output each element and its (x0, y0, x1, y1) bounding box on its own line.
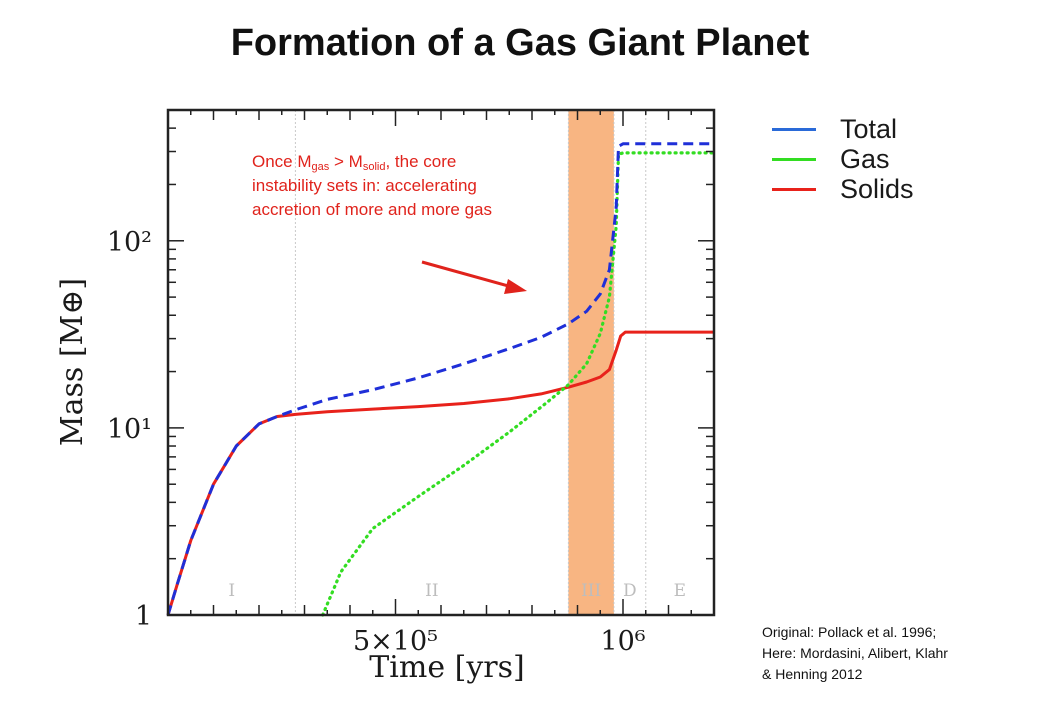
y-tick-label-10: 10¹ (107, 414, 152, 445)
phase-label-d: D (623, 581, 637, 601)
legend-swatch-solids (772, 187, 816, 191)
annotation-arrow-head (504, 279, 527, 294)
legend-item-gas: Gas (772, 144, 914, 174)
legend-swatch-gas (772, 157, 816, 161)
annotation-prefix: Once M (252, 152, 312, 171)
series-line-solids (166, 330, 714, 616)
source-line-3: & Henning 2012 (762, 666, 863, 682)
y-tick-labels: 1 10¹ 10² (107, 227, 152, 632)
source-line-1: Original: Pollack et al. 1996; (762, 624, 937, 640)
legend-swatch-total (772, 127, 816, 131)
annotation-gas-subscript: gas (311, 161, 330, 173)
legend-label-solids: Solids (840, 173, 914, 204)
phase-dividers (294, 110, 647, 615)
phase-label-iii: III (581, 581, 601, 601)
source-line-2: Here: Mordasini, Alibert, Klahr (762, 645, 948, 661)
series-line-total (166, 142, 714, 616)
x-tick-labels: 5×10⁵ 10⁶ (353, 626, 646, 657)
y-axis-label: Mass [M⊕] (55, 278, 90, 446)
y-ticks (168, 109, 714, 616)
annotation-arrow-shaft (421, 260, 513, 289)
highlight-band-layer (568, 110, 614, 615)
phase-label-ii: II (425, 581, 438, 601)
legend-label-gas: Gas (840, 143, 890, 174)
legend-label-total: Total (840, 113, 898, 144)
series-line-gas (321, 151, 716, 617)
legend-item-total: Total (772, 114, 914, 144)
phase-labels: I II III D E (228, 581, 686, 601)
chart-title: Formation of a Gas Giant Planet (230, 22, 810, 64)
y-tick-label-1: 1 (135, 601, 152, 632)
series-layer (166, 142, 716, 617)
annotation-solid-subscript: solid (362, 161, 386, 173)
y-tick-label-100: 10² (107, 227, 152, 258)
annotation-middle: > M (329, 152, 363, 171)
legend-item-solids: Solids (772, 174, 914, 204)
core-instability-annotation: Once Mgas > Msolid, the core instability… (252, 150, 522, 222)
phase-label-i: I (228, 581, 235, 601)
legend: Total Gas Solids (772, 114, 914, 204)
x-tick-label-1000000: 10⁶ (600, 626, 645, 657)
x-tick-label-500000: 5×10⁵ (353, 626, 438, 657)
x-axis-label: Time [yrs] (369, 650, 524, 685)
phase-label-e: E (674, 581, 686, 601)
annotation-suffix: , the core instability sets in: accelera… (252, 152, 493, 219)
source-citation: Original: Pollack et al. 1996; Here: Mor… (762, 622, 1032, 685)
highlight-band (568, 110, 614, 615)
x-ticks (167, 110, 715, 615)
